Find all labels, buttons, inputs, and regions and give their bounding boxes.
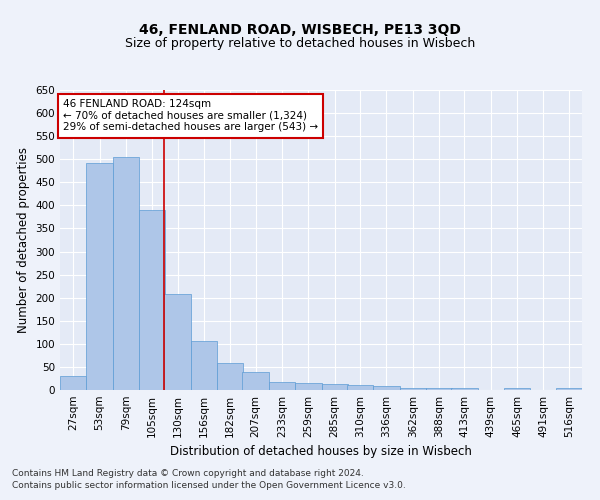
Bar xyxy=(269,382,295,390)
Bar xyxy=(347,385,373,390)
Bar xyxy=(322,384,348,390)
Bar xyxy=(60,376,86,390)
Bar xyxy=(295,383,322,390)
Bar xyxy=(556,388,582,390)
Text: 46, FENLAND ROAD, WISBECH, PE13 3QD: 46, FENLAND ROAD, WISBECH, PE13 3QD xyxy=(139,22,461,36)
Bar xyxy=(426,388,452,390)
X-axis label: Distribution of detached houses by size in Wisbech: Distribution of detached houses by size … xyxy=(170,446,472,458)
Bar xyxy=(191,340,217,390)
Bar xyxy=(217,363,244,390)
Bar xyxy=(451,388,478,390)
Bar xyxy=(504,388,530,390)
Text: Contains HM Land Registry data © Crown copyright and database right 2024.: Contains HM Land Registry data © Crown c… xyxy=(12,469,364,478)
Text: Contains public sector information licensed under the Open Government Licence v3: Contains public sector information licen… xyxy=(12,480,406,490)
Bar xyxy=(113,157,139,390)
Bar xyxy=(164,294,191,390)
Bar xyxy=(373,386,400,390)
Bar xyxy=(139,210,166,390)
Y-axis label: Number of detached properties: Number of detached properties xyxy=(17,147,30,333)
Bar xyxy=(400,388,426,390)
Text: 46 FENLAND ROAD: 124sqm
← 70% of detached houses are smaller (1,324)
29% of semi: 46 FENLAND ROAD: 124sqm ← 70% of detache… xyxy=(63,99,318,132)
Text: Size of property relative to detached houses in Wisbech: Size of property relative to detached ho… xyxy=(125,38,475,51)
Bar xyxy=(242,372,269,390)
Bar xyxy=(86,163,113,390)
